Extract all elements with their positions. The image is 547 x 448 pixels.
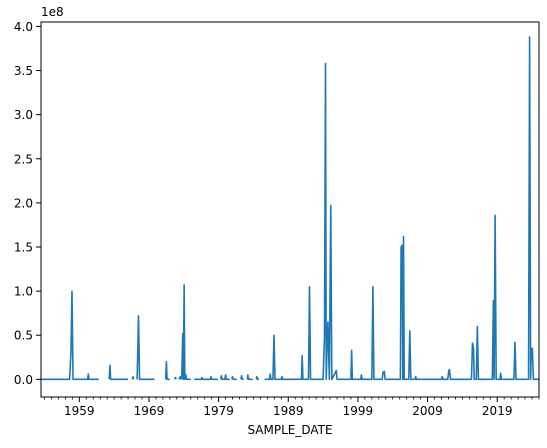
x-tick-label: 1989 — [273, 404, 304, 418]
series-line-segment — [180, 284, 191, 381]
series-line-segment — [131, 375, 135, 380]
y-tick-label: 2.5 — [14, 152, 33, 166]
series-line-segment — [164, 360, 170, 381]
series-line-segment — [240, 375, 244, 381]
x-tick-label: 1969 — [134, 404, 165, 418]
y-tick-label: 1.0 — [14, 285, 33, 299]
x-axis-label: SAMPLE_DATE — [247, 423, 332, 437]
series-line-segment — [41, 290, 99, 381]
x-tick-label: 2009 — [412, 404, 443, 418]
y-tick-label: 2.0 — [14, 196, 33, 210]
series-line-segment — [246, 374, 253, 381]
y-tick-label: 0.5 — [14, 329, 33, 343]
series-line-segment — [108, 364, 129, 381]
y-tick-label: 4.0 — [14, 20, 33, 34]
plot-frame — [40, 21, 540, 398]
y-tick-label: 3.5 — [14, 64, 33, 78]
series-line-segment — [219, 374, 230, 381]
x-tick-label: 1999 — [343, 404, 374, 418]
x-axis: 1959 1969 1979 1989 1999 2009 2019 — [44, 397, 540, 418]
y-tick-label: 3.0 — [14, 108, 33, 122]
series-line-segment — [194, 375, 218, 381]
y-tick-label: 1.5 — [14, 241, 33, 255]
x-tick-label: 2019 — [482, 404, 513, 418]
series-line-segment — [178, 375, 182, 380]
series-line-segment — [231, 375, 237, 381]
x-tick-label: 1959 — [64, 404, 95, 418]
series-line-segment — [264, 36, 539, 381]
series-line-segment — [173, 376, 177, 380]
y-tick-label: 0.0 — [14, 373, 33, 387]
series-line-segment — [255, 375, 260, 381]
series-layer — [41, 36, 539, 381]
x-tick-label: 1979 — [203, 404, 234, 418]
y-offset-label: 1e8 — [41, 5, 64, 19]
y-axis: 0.0 0.5 1.0 1.5 2.0 2.5 3.0 3.5 4.0 — [14, 20, 41, 387]
series-line-segment — [136, 315, 155, 381]
